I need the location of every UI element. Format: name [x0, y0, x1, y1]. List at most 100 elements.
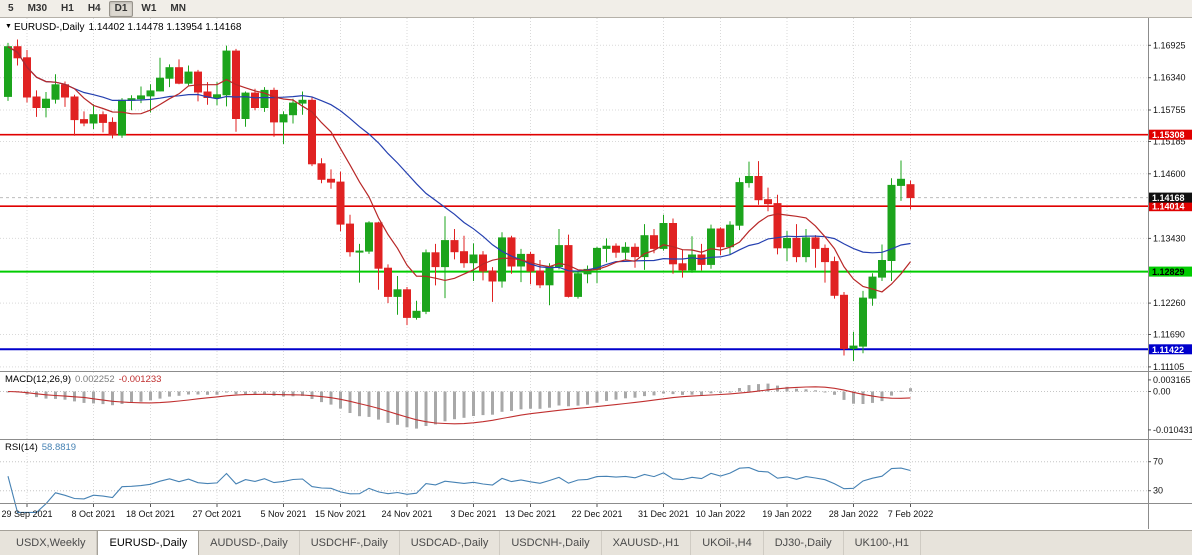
macd-histogram-bar — [424, 391, 428, 426]
candle-body — [802, 237, 810, 258]
moving-average-line-21 — [7, 46, 911, 272]
support-resistance-lines — [0, 133, 1148, 351]
candle-body — [175, 67, 183, 84]
macd-histogram-bar — [605, 391, 608, 401]
candle-body — [222, 50, 231, 96]
macd-histogram-bar — [130, 391, 133, 403]
macd-histogram-bar — [700, 391, 703, 395]
macd-histogram-bar — [795, 388, 798, 392]
candle-body — [783, 237, 791, 249]
macd-histogram-bar — [301, 391, 304, 396]
candle-body — [602, 245, 611, 249]
date-axis-label: 10 Jan 2022 — [696, 509, 746, 519]
price-axis-tick: 1.12260 — [1153, 298, 1186, 308]
candlestick-series — [4, 39, 915, 362]
chart-tab-usdcnh-daily[interactable]: USDCNH-,Daily — [500, 531, 602, 555]
candle-body — [384, 267, 392, 297]
candle-body — [184, 71, 193, 84]
macd-histogram-bar — [443, 391, 447, 422]
date-axis-label: 13 Dec 2021 — [505, 509, 556, 519]
macd-histogram-bar — [168, 391, 171, 397]
chart-tab-audusd-daily[interactable]: AUDUSD-,Daily — [199, 531, 300, 555]
candle-body — [735, 182, 744, 226]
candle-body — [745, 176, 753, 184]
chart-tab-usdx-weekly[interactable]: USDX,Weekly — [5, 531, 98, 555]
macd-histogram-bar — [529, 391, 532, 409]
candle-body — [213, 94, 221, 99]
timeframe-toolbar: 5 M30 H1 H4 D1 W1 MN — [0, 0, 1192, 18]
candle-body — [422, 252, 430, 312]
timeframe-button-m30[interactable]: M30 — [27, 2, 48, 14]
candle-body — [61, 84, 69, 98]
macd-histogram-bar — [709, 391, 713, 394]
macd-histogram-bar — [158, 391, 162, 399]
candle-body — [650, 235, 658, 249]
candle-body — [640, 235, 649, 258]
macd-histogram-bar — [92, 391, 95, 404]
candle-body — [251, 92, 259, 108]
macd-histogram-bar — [624, 391, 627, 399]
candle-body — [374, 222, 383, 269]
candle-body — [764, 199, 772, 205]
macd-histogram-bar — [719, 391, 722, 393]
price-axis-tick: 1.11690 — [1153, 330, 1185, 340]
macd-histogram-bar — [149, 391, 152, 401]
chart-tab-eurusd-daily[interactable]: EURUSD-,Daily — [97, 531, 200, 555]
chart-tab-xauusd-h1[interactable]: XAUUSD-,H1 — [602, 531, 692, 555]
candle-body — [498, 237, 506, 282]
timeframe-button-mn[interactable]: MN — [170, 2, 186, 14]
candle-body — [194, 71, 202, 93]
date-axis-label: 24 Nov 2021 — [381, 509, 432, 519]
chart-tab-uk100-h1[interactable]: UK100-,H1 — [844, 531, 922, 555]
chart-tab-usdcad-daily[interactable]: USDCAD-,Daily — [400, 531, 501, 555]
candle-body — [165, 67, 174, 79]
candle-body — [450, 240, 459, 253]
macd-histogram-bar — [481, 391, 485, 416]
macd-histogram-bar — [244, 391, 247, 395]
rsi-name: RSI(14) — [5, 442, 38, 453]
macd-histogram-bar — [548, 391, 551, 408]
support-line-blue-badge — [1149, 344, 1192, 355]
macd-histogram-bar — [386, 391, 390, 423]
macd-indicator-label: MACD(12,26,9) 0.002252 -0.001233 — [5, 374, 161, 385]
candle-body — [593, 247, 601, 270]
macd-histogram-bar — [586, 391, 589, 405]
macd-histogram-bar — [206, 391, 209, 395]
candle-body — [612, 245, 620, 253]
timeframe-button-h4[interactable]: H4 — [87, 2, 101, 14]
candle-body — [754, 176, 763, 201]
macd-histogram-bar — [871, 391, 874, 403]
chart-tab-dj30-daily[interactable]: DJ30-,Daily — [764, 531, 844, 555]
candle-body — [403, 289, 411, 318]
macd-histogram-bar — [434, 391, 437, 425]
candle-body — [146, 90, 155, 97]
candle-body — [327, 178, 335, 183]
macd-signal-value: -0.001233 — [118, 374, 162, 385]
chart-tab-usdchf-daily[interactable]: USDCHF-,Daily — [300, 531, 400, 555]
date-axis-label: 27 Oct 2021 — [192, 509, 241, 519]
macd-histogram-bar — [253, 391, 257, 395]
date-axis-label: 22 Dec 2021 — [571, 509, 622, 519]
timeframe-button-w1[interactable]: W1 — [141, 2, 157, 14]
timeframe-button-h1[interactable]: H1 — [61, 2, 74, 14]
price-axis-tick: 1.13430 — [1153, 233, 1186, 243]
macd-histogram-bar — [263, 391, 266, 395]
timeframe-button-5[interactable]: 5 — [8, 2, 14, 14]
price-axis-tick: 1.11105 — [1153, 362, 1184, 372]
candle-body — [469, 254, 478, 264]
chart-tabs-bar: USDX,Weekly EURUSD-,Daily AUDUSD-,Daily USD… — [0, 530, 1192, 555]
candle-body — [897, 178, 905, 186]
timeframe-button-d1[interactable]: D1 — [108, 0, 134, 17]
macd-histogram-bar — [681, 391, 684, 395]
macd-histogram-bar — [690, 391, 694, 395]
macd-histogram-bar — [757, 384, 760, 392]
chart-tab-ukoil-h4[interactable]: UKOil-,H4 — [691, 531, 764, 555]
dropdown-triangle-icon: ▼ — [5, 23, 12, 30]
candle-body — [23, 57, 31, 98]
candle-body — [99, 114, 107, 123]
candle-body — [308, 99, 316, 165]
candle-body — [365, 222, 373, 252]
candle-body — [460, 251, 468, 264]
date-axis-label: 19 Jan 2022 — [762, 509, 812, 519]
